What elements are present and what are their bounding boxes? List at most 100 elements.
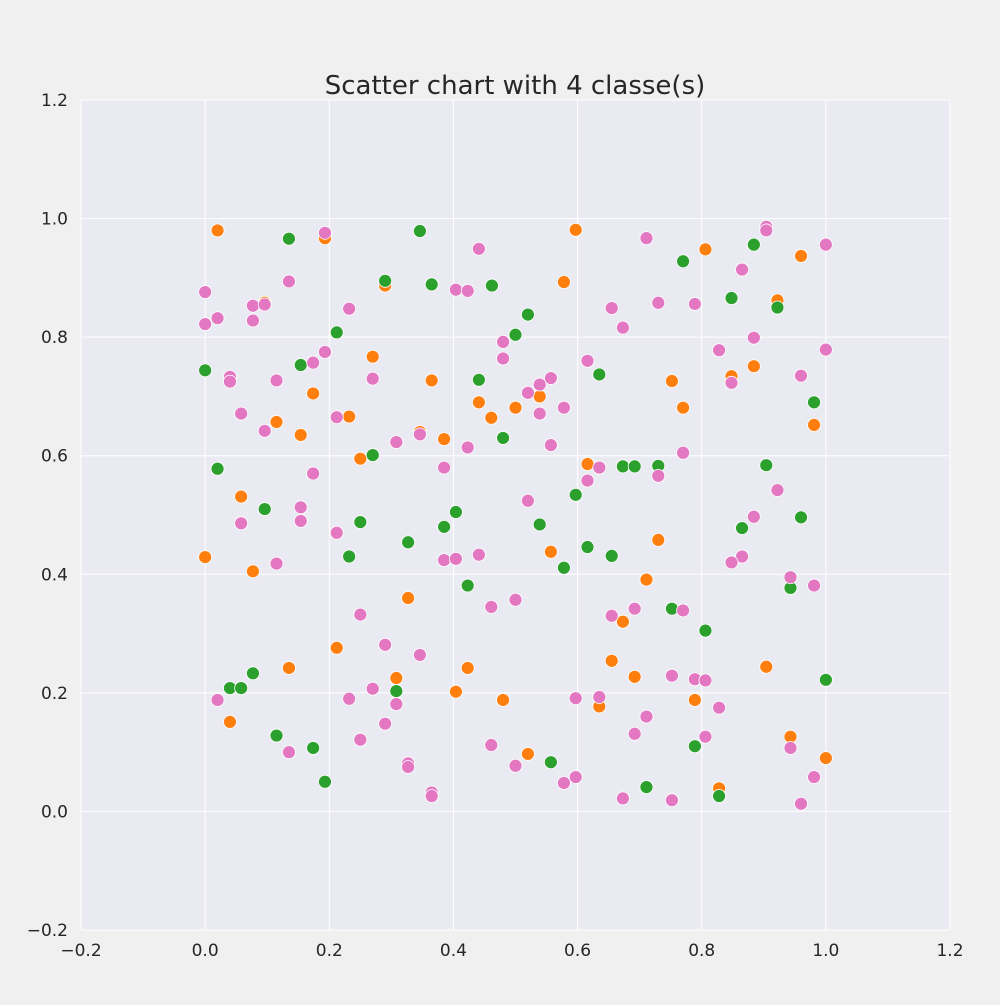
data-point — [604, 549, 619, 563]
data-point — [604, 608, 619, 623]
data-points — [198, 219, 833, 811]
data-point — [592, 460, 607, 475]
data-point — [449, 282, 463, 297]
data-point — [401, 535, 416, 550]
data-point — [234, 406, 249, 421]
data-point — [378, 716, 393, 731]
data-point — [521, 747, 535, 761]
chart-title: Scatter chart with 4 classe(s) — [325, 71, 706, 101]
data-point — [557, 560, 571, 575]
data-point — [698, 242, 713, 257]
data-point — [676, 603, 690, 618]
data-point — [210, 693, 225, 707]
x-axis-ticks: −0.2 0.0 0.2 0.4 0.6 0.8 1.0 1.2 — [60, 941, 963, 961]
data-point — [471, 547, 486, 562]
data-point — [735, 549, 749, 564]
data-point — [424, 789, 439, 803]
data-point — [735, 262, 749, 277]
data-point — [329, 410, 344, 425]
data-point — [651, 533, 666, 547]
data-point — [724, 375, 739, 390]
data-point — [639, 780, 654, 795]
y-tick-label: 0.0 — [41, 802, 68, 822]
data-point — [807, 770, 821, 784]
data-point — [496, 693, 510, 707]
data-point — [698, 673, 713, 688]
data-point — [485, 278, 499, 293]
data-point — [651, 468, 666, 483]
data-point — [306, 466, 321, 481]
x-tick-label: −0.2 — [60, 941, 101, 961]
data-point — [484, 410, 499, 425]
data-point — [449, 684, 463, 699]
data-point — [282, 231, 296, 246]
data-point — [293, 358, 308, 372]
data-point — [687, 297, 702, 311]
data-point — [329, 525, 344, 540]
data-point — [496, 334, 510, 349]
data-point — [627, 669, 642, 684]
data-point — [676, 445, 690, 460]
data-point — [246, 666, 260, 681]
x-tick-label: 1.0 — [812, 941, 839, 961]
data-point — [532, 389, 547, 404]
data-point — [712, 789, 726, 803]
data-point — [449, 551, 463, 566]
data-point — [246, 313, 260, 328]
x-tick-label: 1.2 — [936, 941, 963, 961]
data-point — [306, 741, 321, 755]
data-point — [365, 371, 380, 386]
data-point — [568, 691, 583, 706]
data-point — [543, 438, 558, 452]
data-point — [676, 400, 690, 415]
data-point — [807, 417, 821, 432]
y-tick-label: 1.2 — [41, 91, 68, 111]
data-point — [794, 249, 808, 263]
data-point — [306, 386, 321, 401]
data-point — [543, 544, 558, 559]
data-point — [389, 684, 404, 698]
data-point — [627, 726, 642, 741]
data-point — [557, 275, 571, 289]
data-point — [508, 400, 523, 415]
data-point — [246, 298, 260, 313]
data-point — [746, 509, 761, 524]
data-point — [665, 668, 679, 683]
data-point — [353, 607, 368, 622]
data-point — [460, 283, 475, 298]
data-point — [318, 225, 332, 240]
y-tick-label: 0.6 — [41, 447, 68, 467]
data-point — [365, 349, 380, 364]
data-point — [521, 307, 535, 322]
data-point — [198, 550, 213, 564]
data-point — [484, 599, 499, 614]
data-point — [783, 570, 798, 585]
data-point — [521, 385, 535, 400]
data-point — [818, 672, 833, 687]
data-point — [210, 461, 225, 476]
x-tick-label: 0.8 — [688, 941, 715, 961]
data-point — [389, 697, 404, 712]
data-point — [342, 549, 357, 564]
data-point — [592, 690, 607, 704]
data-point — [318, 345, 332, 359]
plot-area — [81, 100, 950, 930]
series-2 — [198, 219, 833, 811]
y-axis-ticks: −0.2 0.0 0.2 0.4 0.6 0.8 1.0 1.2 — [27, 91, 68, 941]
data-point — [437, 460, 452, 475]
data-point — [401, 591, 416, 605]
data-point — [759, 659, 774, 674]
data-point — [234, 489, 249, 504]
data-point — [687, 693, 702, 707]
data-point — [580, 540, 595, 554]
data-point — [794, 510, 808, 525]
data-point — [257, 502, 272, 516]
y-tick-label: 0.4 — [41, 565, 68, 585]
data-point — [665, 374, 679, 388]
data-point — [532, 517, 547, 532]
data-point — [353, 732, 368, 747]
data-point — [342, 691, 357, 706]
data-point — [269, 415, 284, 429]
